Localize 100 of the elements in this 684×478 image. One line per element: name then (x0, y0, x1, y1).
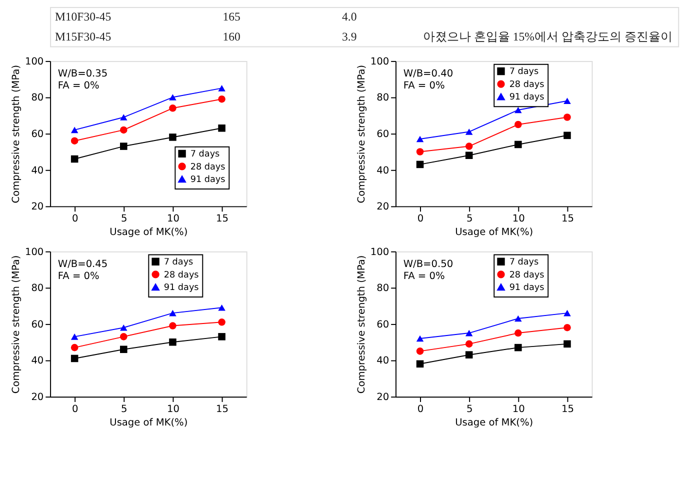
text: 아졌으나 혼입율 15%에서 압축강도의 증진율이 (422, 30, 672, 44)
x-tick-label: 0 (72, 404, 78, 415)
text: 4.0 (342, 10, 357, 24)
y-tick-label: 60 (31, 129, 44, 140)
x-tick-label: 10 (166, 213, 180, 224)
x-tick-label: 0 (417, 404, 424, 415)
y-axis-title: Compressive strength (MPa) (356, 64, 368, 204)
point (120, 126, 128, 134)
y-axis-title: Compressive strength (MPa) (11, 255, 22, 394)
x-tick-label: 5 (121, 213, 128, 224)
point (120, 324, 128, 331)
point (218, 318, 226, 326)
point (218, 95, 226, 103)
point (465, 340, 473, 348)
point (169, 338, 176, 346)
y-tick-label: 60 (31, 319, 44, 330)
y-tick-label: 80 (376, 92, 390, 104)
text: M10F30-45 (54, 10, 112, 24)
y-tick-label: 40 (376, 356, 390, 367)
point (564, 324, 571, 332)
y-tick-label: 20 (31, 392, 44, 404)
point (564, 340, 571, 348)
point (70, 137, 78, 144)
y-tick-label: 100 (370, 56, 390, 68)
y-tick-label: 40 (376, 165, 390, 176)
point (218, 124, 226, 132)
point (120, 142, 128, 150)
y-tick-label: 80 (376, 283, 390, 294)
annotation: W/B=0.50 FA = 0% (403, 259, 454, 282)
point (564, 98, 571, 104)
point (120, 333, 128, 340)
point (514, 140, 522, 148)
x-axis-title: Usage of MK(%) (455, 227, 534, 238)
text: M15F30-45 (54, 30, 112, 44)
y-tick-label: 60 (376, 129, 390, 140)
x-tick-label: 15 (216, 213, 229, 224)
point (465, 142, 473, 150)
point (70, 126, 78, 134)
text: 165 (222, 10, 241, 24)
y-axis-title: Compressive strength (MPa) (11, 64, 22, 204)
x-axis-title: Usage of MK(%) (110, 418, 188, 429)
legend-label: 7 days (509, 258, 539, 268)
point (416, 348, 424, 355)
point (120, 114, 128, 120)
legend-label: 91 days (509, 92, 545, 103)
y-tick-label: 20 (376, 392, 390, 404)
y-tick-label: 40 (31, 356, 44, 367)
point (169, 104, 176, 112)
y-tick-label: 100 (24, 56, 44, 68)
point (218, 304, 226, 311)
y-tick-label: 80 (31, 92, 44, 104)
x-tick-label: 5 (121, 404, 128, 415)
point (218, 85, 226, 92)
legend-label: 28 days (509, 270, 545, 280)
point (465, 128, 473, 135)
point (169, 310, 176, 316)
x-tick-label: 10 (512, 213, 525, 224)
point (169, 94, 176, 100)
text: 3.9 (342, 30, 357, 44)
legend-label: 28 days (164, 270, 200, 280)
y-tick-label: 100 (370, 246, 390, 258)
y-tick-label: 60 (376, 319, 390, 330)
point (514, 329, 522, 337)
point (465, 330, 473, 336)
point (514, 315, 522, 322)
x-tick-label: 10 (166, 404, 180, 415)
point (416, 148, 424, 156)
legend-label: 7 days (509, 67, 539, 78)
point (564, 132, 571, 140)
x-tick-label: 5 (466, 404, 473, 415)
x-axis-title: Usage of MK(%) (455, 418, 534, 429)
legend-label: 28 days (190, 162, 226, 172)
point (514, 344, 522, 352)
point (416, 160, 424, 168)
legend-label: 91 days (164, 283, 200, 294)
point (465, 351, 473, 358)
y-tick-label: 40 (31, 165, 44, 176)
point (70, 155, 78, 163)
x-tick-label: 15 (561, 213, 574, 224)
point (70, 334, 78, 340)
point (465, 152, 473, 160)
y-tick-label: 80 (31, 283, 44, 294)
legend-label: 91 days (190, 175, 226, 186)
point (70, 344, 78, 352)
point (70, 354, 78, 362)
y-tick-label: 100 (24, 246, 44, 258)
x-tick-label: 0 (417, 213, 424, 224)
y-tick-label: 20 (376, 202, 390, 213)
point (514, 106, 522, 114)
x-tick-label: 5 (466, 213, 473, 224)
annotation: W/B=0.40 FA = 0% (403, 68, 454, 92)
y-tick-label: 20 (31, 202, 44, 213)
point (564, 114, 571, 121)
point (564, 310, 571, 316)
annotation: W/B=0.35 FA = 0% (58, 68, 108, 92)
point (169, 134, 176, 141)
x-tick-label: 15 (561, 404, 574, 415)
x-tick-label: 0 (72, 213, 78, 224)
x-tick-label: 15 (216, 404, 229, 415)
annotation: W/B=0.45 FA = 0% (58, 259, 108, 282)
